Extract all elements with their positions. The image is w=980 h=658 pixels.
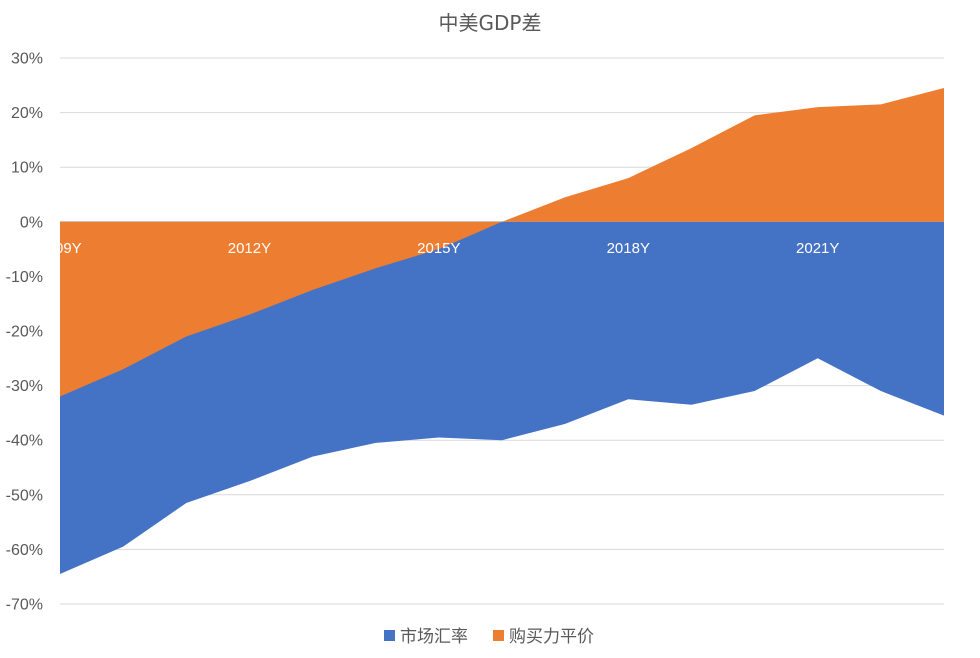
x-tick-label: 2021Y: [796, 240, 839, 257]
chart-title: 中美GDP差: [439, 11, 542, 35]
y-tick-label: -50%: [6, 487, 43, 504]
y-tick-label: -20%: [6, 324, 43, 341]
y-tick-label: -70%: [6, 597, 43, 614]
y-tick-label: 0%: [20, 214, 43, 231]
y-tick-label: 20%: [11, 105, 43, 122]
y-tick-label: -30%: [6, 378, 43, 395]
legend-item[interactable]: 购买力平价: [493, 627, 594, 647]
y-tick-label: 30%: [11, 51, 43, 68]
y-tick-label: -40%: [6, 433, 43, 450]
legend-label: 市场汇率: [400, 627, 468, 647]
area-series-1: [60, 221, 944, 574]
y-axis-labels: 30% 20% 10% 0% -10% -20% -30% -40% -50% -60% -70%: [6, 51, 43, 614]
legend-swatch: [493, 630, 504, 641]
x-tick-label: 2015Y: [417, 240, 460, 257]
area-layer: [60, 88, 944, 574]
x-tick-label: 2009Y: [38, 240, 81, 257]
x-tick-label: 2012Y: [228, 240, 271, 257]
x-tick-label: 2018Y: [607, 240, 650, 257]
legend-swatch: [384, 630, 395, 641]
x-axis-labels: 2009Y 2012Y 2015Y 2018Y 2021Y: [38, 240, 839, 257]
area-series-2: [60, 88, 944, 397]
y-tick-label: -60%: [6, 542, 43, 559]
legend: 市场汇率 购买力平价: [384, 627, 594, 647]
y-tick-label: 10%: [11, 160, 43, 177]
y-tick-label: -10%: [6, 269, 43, 286]
legend-label: 购买力平价: [509, 627, 594, 647]
legend-item[interactable]: 市场汇率: [384, 627, 468, 647]
